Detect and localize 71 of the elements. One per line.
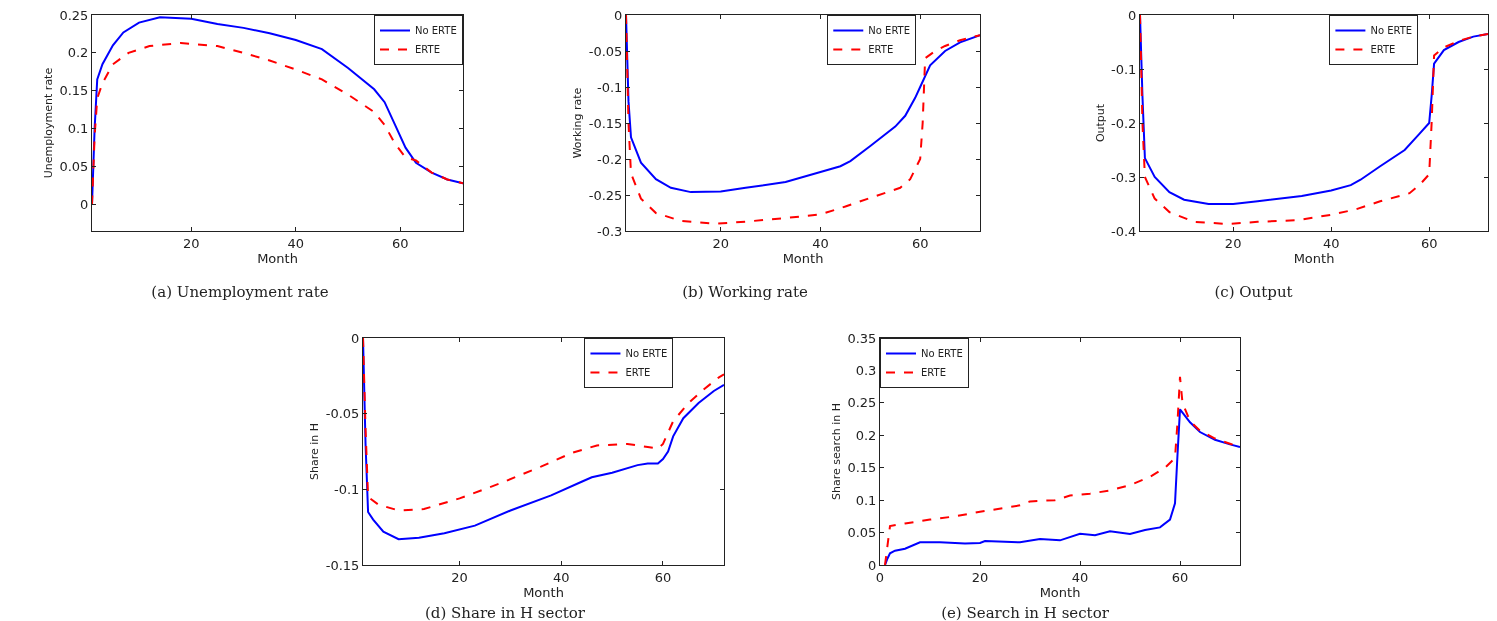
legend-label: ERTE [868, 44, 894, 56]
y-tick-label: 0.2 [67, 45, 89, 61]
x-tick-label: 60 [1420, 235, 1438, 251]
y-axis-title: Share in H [308, 422, 322, 481]
x-tick-label: 40 [287, 235, 305, 251]
y-tick-label: -0.1 [334, 481, 360, 497]
y-tick-label: -0.4 [1111, 223, 1137, 239]
text: (a) Unemployment rate [151, 283, 329, 301]
y-tick-label: -0.15 [325, 557, 360, 573]
line-series [884, 408, 1240, 565]
y-tick-label: 0.35 [847, 330, 877, 346]
x-axis-title: Month [523, 584, 564, 600]
y-tick-label: 0 [80, 197, 89, 213]
y-tick-label: -0.25 [588, 187, 623, 203]
y-tick-label: 0 [351, 330, 360, 346]
y-tick-label: 0.1 [855, 492, 877, 508]
x-tick-label: 60 [1171, 569, 1189, 585]
y-tick-label: -0.3 [1111, 169, 1137, 185]
y-tick-label: -0.1 [597, 79, 623, 95]
text: (d) Share in H sector [424, 603, 586, 621]
y-tick-label: 0.2 [855, 427, 877, 443]
y-tick-label: 0 [614, 7, 623, 23]
y-axis-title: Share search in H [830, 402, 844, 501]
x-tick-label: 20 [712, 235, 729, 251]
text: (b) Working rate [682, 283, 808, 301]
y-tick-label: 0.3 [855, 362, 877, 378]
y-tick-label: 0.05 [59, 159, 89, 175]
x-tick-label: 40 [812, 235, 829, 251]
x-tick-label: 20 [451, 569, 468, 585]
x-tick-label: 40 [553, 569, 570, 585]
legend-label: ERTE [415, 44, 440, 56]
legend-label: No ERTE [415, 25, 457, 37]
y-tick-label: -0.1 [1111, 61, 1137, 77]
y-tick-label: -0.3 [597, 223, 623, 239]
legend-label: ERTE [625, 367, 651, 379]
x-axis-title: Month [782, 250, 824, 266]
legend-label: No ERTE [625, 348, 668, 360]
y-tick-label: -0.05 [325, 406, 360, 422]
x-tick-label: 40 [1322, 235, 1340, 251]
y-tick-label: 0 [1128, 7, 1137, 23]
legend-label: No ERTE [921, 348, 963, 360]
y-tick-label: 0 [868, 557, 877, 573]
y-tick-label: 0.1 [67, 121, 89, 137]
y-tick-label: 0.25 [59, 7, 89, 23]
x-tick-label: 20 [1224, 235, 1242, 251]
x-axis-title: Month [1293, 250, 1335, 266]
legend-label: No ERTE [868, 25, 911, 37]
y-tick-label: -0.15 [588, 115, 623, 131]
x-tick-label: 20 [183, 235, 200, 251]
x-tick-label: 20 [971, 569, 989, 585]
y-tick-label: -0.2 [597, 151, 623, 167]
y-tick-label: 0.25 [847, 395, 877, 411]
text: (c) Output [1214, 283, 1293, 301]
x-axis-title: Month [257, 250, 298, 266]
y-axis-title: Output [1093, 103, 1107, 143]
y-tick-label: 0.15 [847, 460, 877, 476]
y-tick-label: -0.05 [588, 43, 623, 59]
x-axis-title: Month [1039, 584, 1081, 600]
y-axis-title: Working rate [571, 87, 585, 159]
y-axis-title: Unemployment rate [42, 67, 56, 179]
legend-label: No ERTE [1370, 25, 1413, 37]
y-tick-label: -0.2 [1111, 115, 1137, 131]
y-tick-label: 0.05 [847, 525, 877, 541]
x-tick-label: 60 [392, 235, 409, 251]
y-tick-label: 0.15 [59, 83, 89, 99]
x-tick-label: 60 [654, 569, 672, 585]
legend-label: ERTE [1370, 44, 1396, 56]
legend-label: ERTE [921, 367, 946, 379]
text: (e) Search in H sector [941, 603, 1110, 621]
x-tick-label: 60 [911, 235, 929, 251]
x-tick-label: 40 [1071, 569, 1089, 585]
